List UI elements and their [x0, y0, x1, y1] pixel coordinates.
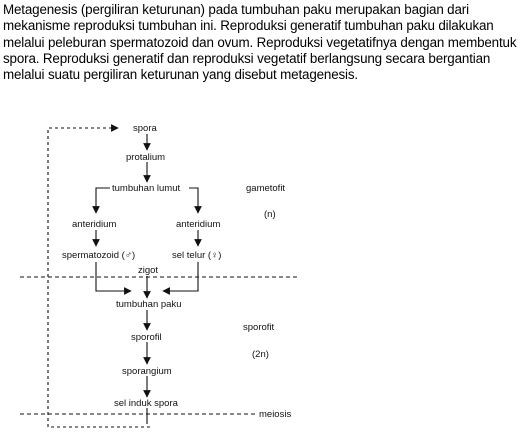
- phase-meiosis: meiosis: [259, 409, 291, 420]
- return-loop-line: [47, 124, 150, 428]
- merge-left: [95, 262, 132, 295]
- node-protalium: protalium: [126, 152, 165, 163]
- merge-right: [162, 262, 199, 295]
- branch-left: [92, 187, 110, 214]
- node-anteridium-right: anteridium: [176, 219, 220, 230]
- description-paragraph: Metagenesis (pergiliran keturunan) pada …: [3, 2, 517, 83]
- branch-right: [189, 187, 202, 214]
- phase-sporofit: sporofit: [243, 322, 275, 333]
- node-spermatozoid: spermatozoid (♂): [62, 250, 135, 261]
- phase-gametofit: gametofit: [246, 183, 285, 194]
- node-zigot: zigot: [138, 265, 158, 276]
- phase-gametofit-ploidy: (n): [264, 209, 276, 220]
- phase-sporofit-ploidy: (2n): [252, 349, 269, 360]
- node-sel-telur: sel telur (♀): [172, 250, 221, 261]
- node-anteridium-left: anteridium: [72, 219, 116, 230]
- node-tumbuhan-lumut: tumbuhan lumut: [112, 183, 180, 194]
- node-sporofil: sporofil: [131, 332, 162, 343]
- node-sporangium: sporangium: [122, 366, 172, 377]
- node-tumbuhan-paku: tumbuhan paku: [116, 299, 182, 310]
- node-sel-induk-spora: sel induk spora: [114, 398, 179, 409]
- node-spora: spora: [133, 123, 157, 134]
